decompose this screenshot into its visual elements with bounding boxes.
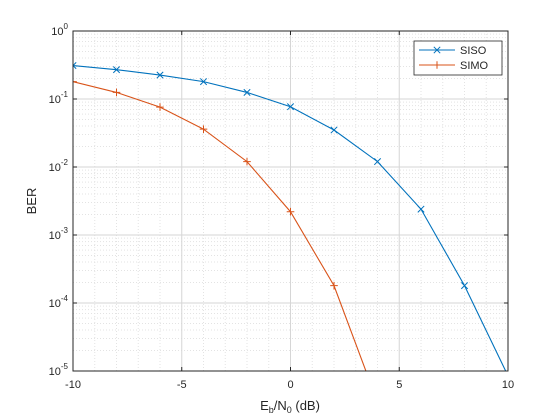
x-tick-label: -5 bbox=[177, 379, 187, 391]
series-layer bbox=[73, 62, 507, 371]
legend-box bbox=[413, 40, 503, 76]
data-point-marker bbox=[286, 207, 295, 216]
x-tick-label: 0 bbox=[287, 379, 293, 391]
x-tick-label: 10 bbox=[502, 379, 514, 391]
data-point-marker bbox=[417, 205, 425, 213]
data-point-marker bbox=[73, 77, 77, 86]
legend: SISO SIMO bbox=[413, 40, 503, 76]
series-simo bbox=[73, 77, 367, 371]
y-tick-label: 10-3 bbox=[49, 226, 69, 242]
data-point-marker bbox=[112, 66, 121, 74]
data-point-marker bbox=[73, 62, 77, 70]
series-siso bbox=[73, 62, 507, 371]
y-tick-labels: 100 10-1 10-2 10-3 10-4 10-5 bbox=[49, 22, 69, 378]
data-point-marker bbox=[156, 71, 164, 79]
y-tick-label: 10-2 bbox=[49, 158, 69, 174]
axis-ticks bbox=[72, 30, 509, 372]
data-point-marker bbox=[199, 78, 208, 86]
series-line-simo bbox=[73, 81, 367, 371]
data-point-marker bbox=[433, 61, 441, 69]
data-point-marker bbox=[330, 281, 338, 290]
y-tick-label: 100 bbox=[51, 22, 68, 38]
y-tick-label: 10-4 bbox=[49, 294, 69, 310]
y-axis-label: BER bbox=[24, 188, 39, 215]
data-point-marker bbox=[156, 103, 164, 111]
legend-item-simo: SIMO bbox=[419, 60, 489, 72]
x-axis-label: Eb/N0 (dB) bbox=[260, 398, 320, 415]
legend-item-siso: SISO bbox=[419, 45, 487, 57]
data-point-marker bbox=[286, 103, 295, 111]
x-tick-labels: -10 -5 0 5 10 bbox=[65, 379, 514, 391]
x-tick-label: -10 bbox=[65, 379, 81, 391]
data-point-marker bbox=[460, 282, 469, 290]
y-tick-label: 10-1 bbox=[49, 90, 69, 106]
data-point-marker bbox=[243, 88, 251, 96]
data-point-marker bbox=[433, 46, 441, 54]
y-tick-label: 10-5 bbox=[49, 362, 69, 378]
data-point-marker bbox=[243, 157, 251, 166]
legend-label: SISO bbox=[460, 45, 487, 57]
x-tick-label: 5 bbox=[396, 379, 402, 391]
data-point-marker bbox=[330, 126, 338, 134]
legend-label: SIMO bbox=[460, 60, 489, 72]
data-point-marker bbox=[112, 88, 121, 97]
data-point-marker bbox=[199, 125, 208, 133]
data-point-marker bbox=[373, 158, 382, 166]
